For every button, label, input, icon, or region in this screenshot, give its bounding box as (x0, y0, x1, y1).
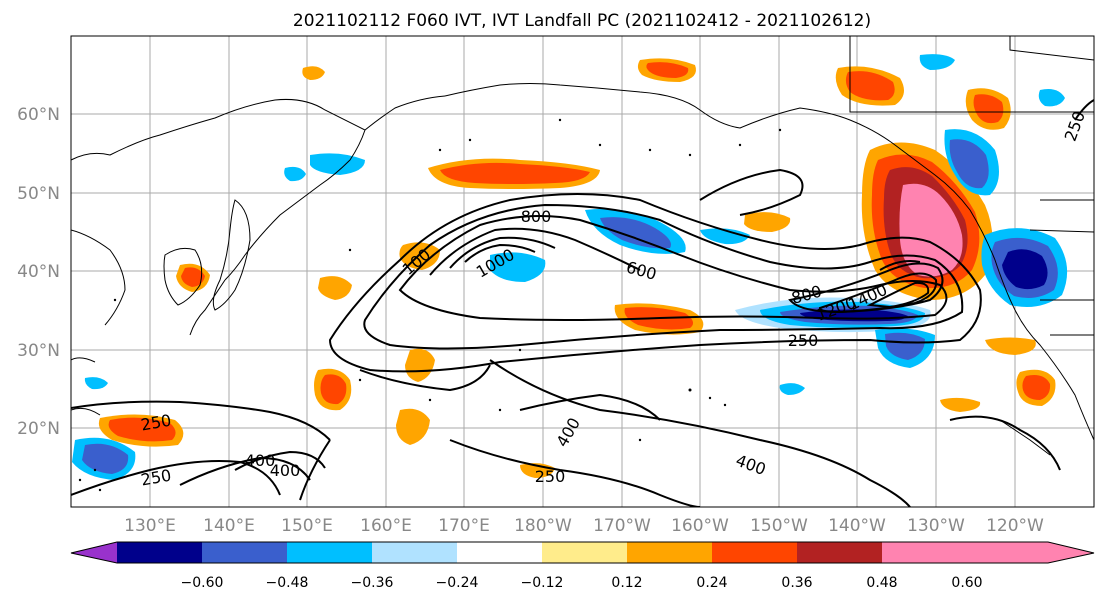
lon-label-120w: 120°W (986, 516, 1044, 536)
lon-label-130w: 130°W (907, 516, 965, 536)
latitude-labels: 60°N 50°N 40°N 30°N 20°N (17, 105, 60, 439)
colorbar-tick-label: 0.12 (611, 575, 642, 591)
negative-pc-shading (72, 54, 1068, 480)
colorbar-tick-label: −0.36 (351, 575, 394, 591)
colorbar-bin (542, 542, 627, 563)
contour-label-250d: 250 (535, 467, 566, 486)
figure-title: 2021102112 F060 IVT, IVT Landfall PC (20… (293, 11, 871, 31)
contour-label-600: 600 (624, 258, 658, 284)
colorbar (70, 541, 1095, 564)
lon-label-140e: 140°E (203, 516, 255, 536)
colorbar-extend-high (882, 542, 1094, 563)
colorbar-bin (457, 542, 542, 563)
colorbar-tick-label: −0.24 (436, 575, 479, 591)
lat-label-50n: 50°N (17, 184, 60, 204)
contour-label-250c: 250 (139, 466, 172, 490)
colorbar-bin (797, 542, 882, 563)
colorbar-extend-low (71, 542, 117, 563)
lat-label-60n: 60°N (17, 105, 60, 125)
contour-label-250a: 250 (788, 331, 819, 350)
lon-label-170e: 170°E (438, 516, 490, 536)
colorbar-tick-label: −0.12 (521, 575, 564, 591)
lat-label-30n: 30°N (17, 341, 60, 361)
colorbar-bin (202, 542, 287, 563)
graticule (71, 36, 1094, 507)
contour-label-400a: 400 (245, 451, 276, 470)
colorbar-outline (70, 541, 1095, 564)
colorbar-tick-label: −0.60 (181, 575, 224, 591)
lon-label-170w: 170°W (593, 516, 651, 536)
contour-label-400d: 400 (733, 451, 768, 479)
colorbar-bin (372, 542, 457, 563)
lon-label-160w: 160°W (671, 516, 729, 536)
map-frame (70, 35, 1095, 508)
colorbar-ticks: −0.60 −0.48 −0.36 −0.24 −0.12 0.12 0.24 … (181, 575, 983, 591)
colorbar-bin (712, 542, 797, 563)
lon-label-150w: 150°W (750, 516, 808, 536)
colorbar-tick-label: 0.48 (866, 575, 897, 591)
colorbar-bin (117, 542, 202, 563)
positive-pc-shading (98, 58, 1056, 478)
islands (78, 118, 782, 492)
colorbar-tick-label: 0.24 (696, 575, 727, 591)
lon-label-180w: 180°W (514, 516, 572, 536)
contour-label-800a: 800 (521, 207, 552, 226)
colorbar-bin (287, 542, 372, 563)
contour-label-400c: 400 (552, 414, 584, 450)
colorbar-bin (627, 542, 712, 563)
lat-label-40n: 40°N (17, 262, 60, 282)
ivt-contours (71, 99, 1094, 507)
lon-label-140w: 140°W (828, 516, 886, 536)
lon-label-130e: 130°E (124, 516, 176, 536)
longitude-labels: 130°E 140°E 150°E 160°E 170°E 180°W 170°… (124, 516, 1044, 536)
contour-label-400b: 400 (270, 461, 301, 480)
colorbar-tick-label: 0.60 (951, 575, 982, 591)
lat-label-20n: 20°N (17, 419, 60, 439)
coastlines (71, 36, 1094, 456)
colorbar-tick-label: −0.48 (266, 575, 309, 591)
map-area: 800 1000 100 600 800 1200 1400 250 250 2… (71, 36, 1094, 507)
lon-label-160e: 160°E (360, 516, 412, 536)
colorbar-tick-label: 0.36 (781, 575, 812, 591)
lon-label-150e: 150°E (281, 516, 333, 536)
